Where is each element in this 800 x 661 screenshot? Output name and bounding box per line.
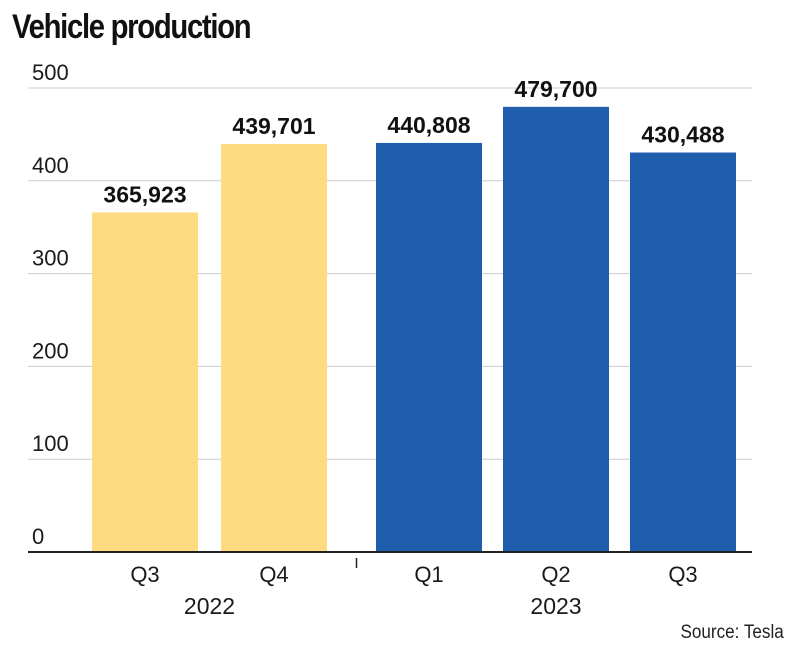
bar: [630, 152, 736, 552]
y-tick-label: 400: [32, 153, 69, 178]
y-tick-label: 0: [32, 524, 44, 549]
x-tick-label: Q2: [541, 562, 570, 587]
y-tick-label: 300: [32, 246, 69, 271]
bar: [376, 142, 482, 552]
y-tick-label: 200: [32, 338, 69, 363]
data-label: 479,700: [514, 76, 597, 102]
chart-title: Vehicle production: [12, 8, 252, 46]
group-label: 2022: [184, 593, 235, 619]
data-label: 440,808: [387, 112, 470, 138]
x-tick-label: Q1: [414, 562, 443, 587]
bar: [221, 143, 327, 553]
y-tick-label: 100: [32, 431, 69, 456]
bar: [92, 212, 198, 552]
x-tick-label: Q4: [259, 562, 288, 587]
data-label: 365,923: [103, 181, 186, 207]
y-tick-label: 500: [32, 60, 69, 85]
bar: [503, 106, 609, 552]
x-tick-label: Q3: [130, 562, 159, 587]
x-tick-label: Q3: [668, 562, 697, 587]
group-label: 2023: [530, 593, 581, 619]
data-label: 430,488: [641, 122, 724, 148]
source-note: Source: Tesla: [680, 622, 784, 643]
data-label: 439,701: [232, 113, 315, 139]
